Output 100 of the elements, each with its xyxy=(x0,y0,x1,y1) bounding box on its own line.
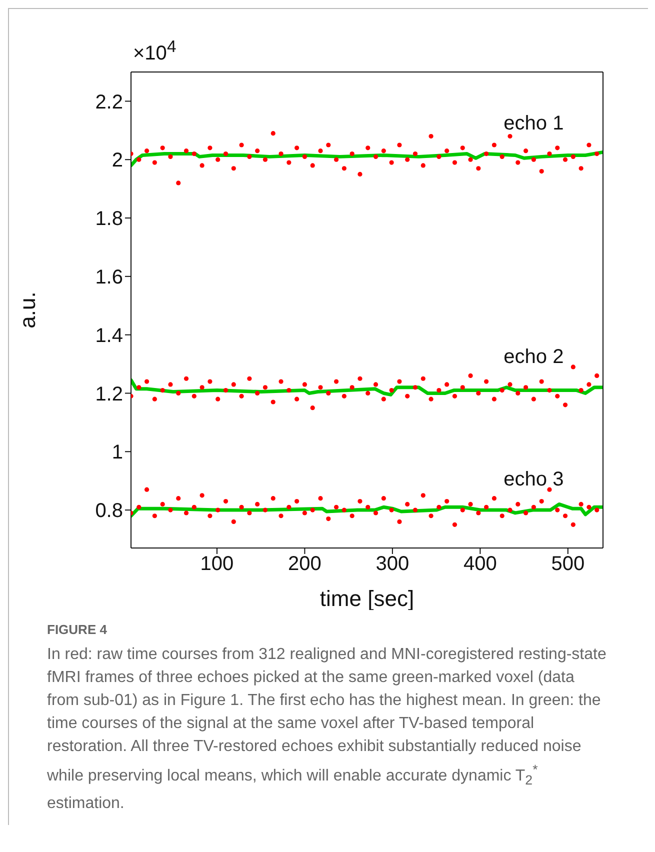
point xyxy=(405,502,410,506)
point xyxy=(412,508,418,512)
point xyxy=(570,364,576,370)
point xyxy=(570,154,576,159)
point xyxy=(586,504,592,510)
point xyxy=(318,496,323,501)
y-tick-label: 1.4 xyxy=(95,324,123,347)
text: ×10$^{4}$ xyxy=(133,37,176,66)
point xyxy=(484,504,489,510)
point xyxy=(278,379,284,384)
series-label: echo 2 xyxy=(504,346,564,368)
text: FIGURE 4 xyxy=(47,622,108,637)
point xyxy=(586,382,592,387)
point xyxy=(492,496,497,501)
point xyxy=(208,514,212,518)
point xyxy=(302,510,308,516)
point xyxy=(358,172,362,177)
point xyxy=(539,379,544,384)
point xyxy=(176,496,181,501)
point xyxy=(508,382,512,387)
point xyxy=(342,508,346,512)
point xyxy=(373,510,378,516)
point xyxy=(508,508,512,512)
point xyxy=(578,166,584,171)
point xyxy=(144,487,150,492)
y-axis-title: a.u. xyxy=(14,292,40,328)
point xyxy=(310,406,315,410)
point xyxy=(270,131,276,136)
point xyxy=(262,385,268,390)
point xyxy=(500,154,504,159)
point xyxy=(468,502,473,506)
point xyxy=(294,146,300,150)
point xyxy=(216,396,220,402)
x-tick-label: 200 xyxy=(288,553,322,576)
point xyxy=(223,151,228,156)
point xyxy=(208,146,212,150)
point xyxy=(436,388,442,393)
point xyxy=(231,382,236,387)
point xyxy=(334,379,339,384)
point xyxy=(389,160,394,165)
point xyxy=(405,394,410,398)
point xyxy=(216,157,220,162)
x-tick-label: 300 xyxy=(376,553,410,576)
point xyxy=(310,508,315,512)
point xyxy=(436,504,442,510)
point xyxy=(555,508,560,512)
point xyxy=(594,373,600,378)
point xyxy=(358,376,362,381)
point xyxy=(428,396,434,402)
point xyxy=(523,148,528,154)
point xyxy=(262,508,268,512)
point xyxy=(531,396,536,402)
point xyxy=(176,180,181,186)
point xyxy=(208,379,212,384)
point xyxy=(358,498,362,504)
point xyxy=(350,514,354,518)
point xyxy=(286,504,292,510)
point xyxy=(278,514,284,518)
point xyxy=(168,154,173,159)
point xyxy=(168,508,173,512)
y-tick-label: 1.6 xyxy=(95,266,123,289)
point xyxy=(255,390,260,396)
point xyxy=(270,496,276,501)
point xyxy=(539,168,544,174)
point xyxy=(547,151,552,156)
y-tick-label: 2 xyxy=(112,150,123,172)
point xyxy=(516,160,520,165)
line-series xyxy=(131,378,603,396)
point xyxy=(428,514,434,518)
point xyxy=(239,394,244,398)
point xyxy=(562,514,568,518)
point xyxy=(381,148,386,154)
point xyxy=(366,390,370,396)
point xyxy=(326,516,331,522)
point xyxy=(136,385,142,390)
point xyxy=(578,502,584,506)
point xyxy=(405,157,410,162)
x-tick-label: 100 xyxy=(200,553,234,576)
point xyxy=(160,146,165,150)
point xyxy=(350,151,354,156)
point xyxy=(200,493,204,498)
point xyxy=(389,388,394,393)
point xyxy=(144,148,150,154)
point xyxy=(192,151,196,156)
point xyxy=(318,148,323,154)
point xyxy=(200,163,204,168)
point xyxy=(200,385,204,390)
point xyxy=(136,157,142,162)
point xyxy=(389,508,394,512)
point xyxy=(318,385,323,390)
point xyxy=(484,379,489,384)
point xyxy=(247,510,252,516)
point xyxy=(444,498,450,504)
point xyxy=(184,376,189,381)
point xyxy=(373,382,378,387)
point xyxy=(342,166,346,171)
y-tick-label: 1 xyxy=(112,442,123,464)
point xyxy=(247,154,252,159)
point xyxy=(223,498,228,504)
point xyxy=(176,390,181,396)
